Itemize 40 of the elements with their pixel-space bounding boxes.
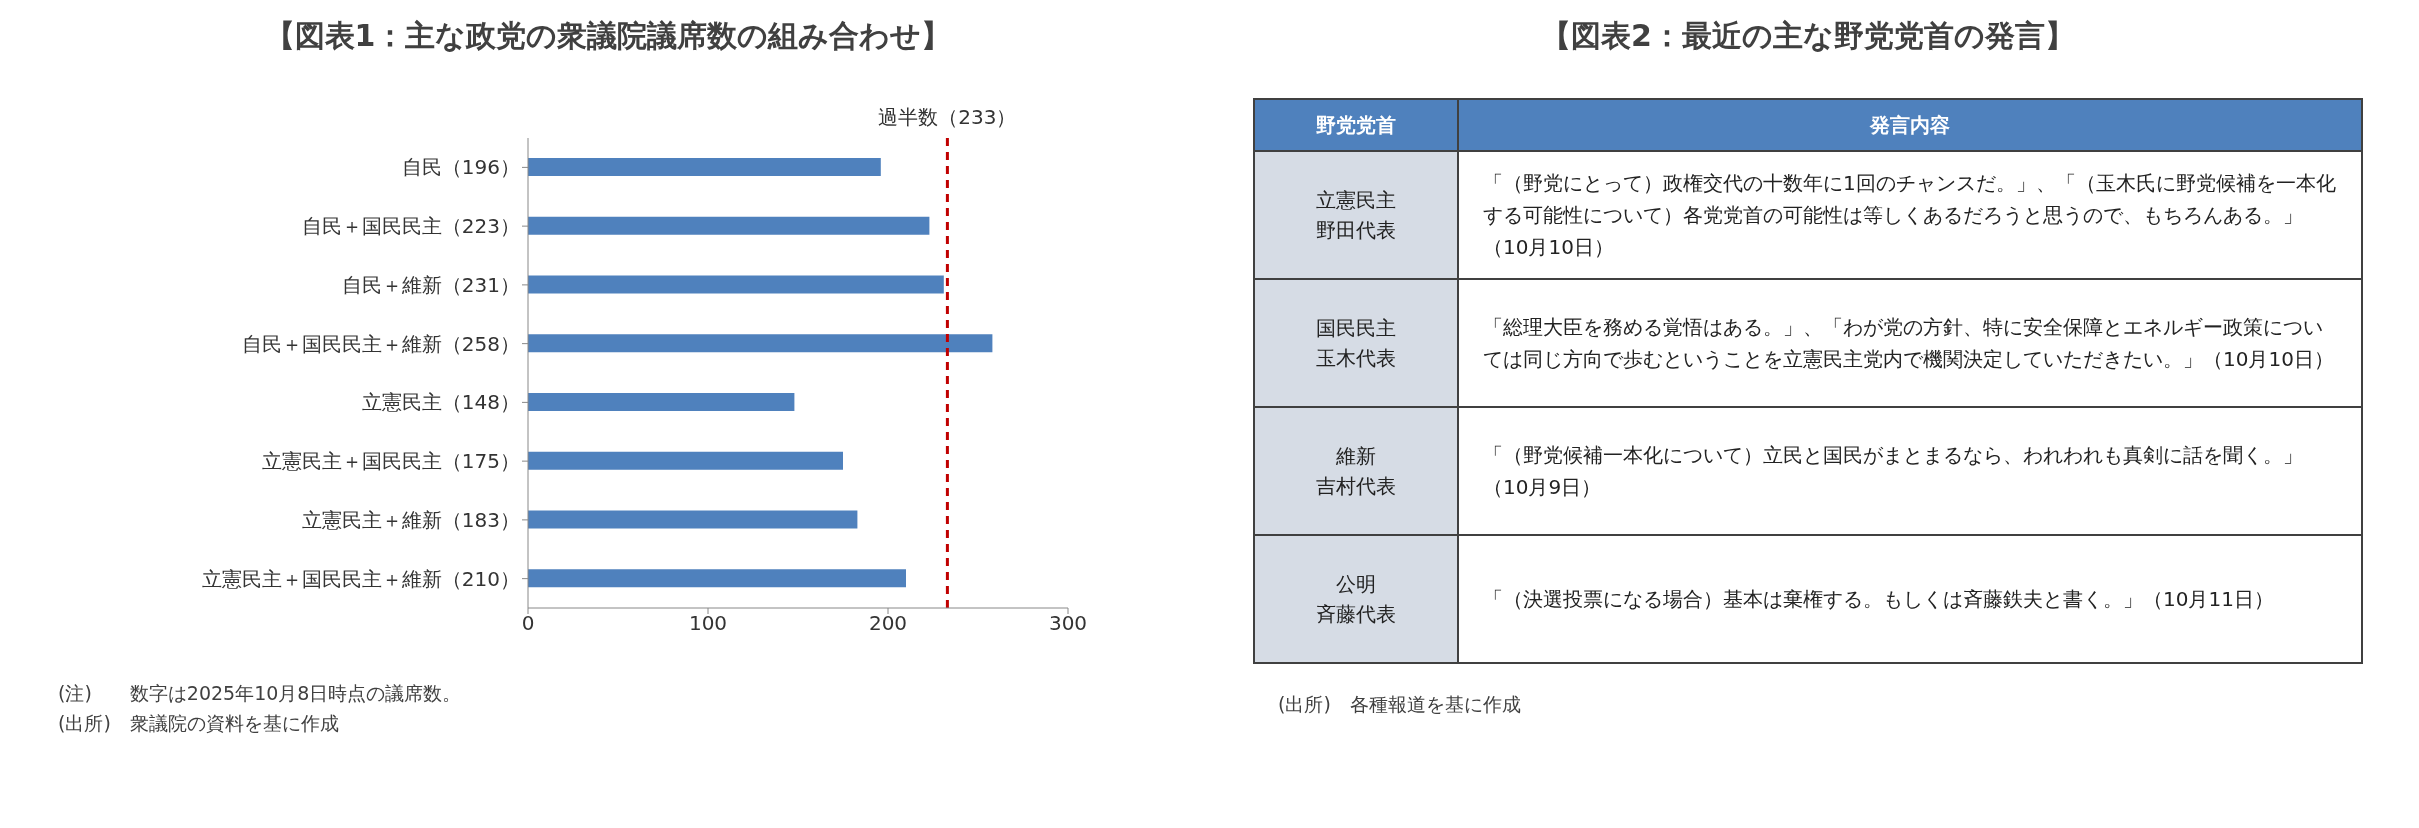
text: 「（野党候補一本化について）立民と国民がまとまるなら、われわれも真剣に話を聞く。」（10月9日） (1458, 407, 2362, 535)
category-label: 吉村代表 (1316, 474, 1396, 498)
x-tick-label: 0 (521, 611, 535, 636)
text: 「総理大臣を務める覚悟はある。」、「わが党の方針、特に安全保障とエネルギー政策については同じ方向で歩むということを立憲民主党内で機関決定していただきたい。」（10月10日） (1458, 279, 2362, 407)
bar (528, 393, 795, 411)
x-tick-label: 300 (1048, 611, 1088, 636)
bar (528, 334, 993, 353)
y-tick-label: 自民＋国民民主＋維新（258） (241, 331, 520, 356)
category-label: 斉藤代表 (1316, 602, 1396, 626)
y-tick-label: 立憲民主＋国民民主（175） (261, 449, 520, 474)
category-label: 立憲民主 (1316, 188, 1396, 212)
text: (注) 数字は2025年10月8日時点の議席数。 (58, 681, 463, 706)
bar (528, 216, 930, 235)
ref-line-label: 過半数（233） (878, 105, 1017, 129)
chart-title: 【図表1：主な政党の衆議院議席数の組み合わせ】 (263, 17, 953, 55)
bar (528, 158, 881, 176)
x-tick-label: 200 (868, 611, 908, 636)
text: 【図表2：最近の主な野党党首の発言】 (1540, 17, 2076, 55)
text: (出所) 衆議院の資料を基に作成 (58, 711, 340, 736)
bar (528, 451, 843, 470)
category-label: 国民民主 (1316, 316, 1396, 340)
y-tick-label: 立憲民主（148） (361, 390, 520, 415)
category-label: 野党党首 (1254, 99, 1458, 151)
category-label: 公明 (1336, 572, 1376, 596)
y-tick-label: 立憲民主＋国民民主＋維新（210） (201, 566, 520, 591)
y-tick-label: 自民＋維新（231） (341, 272, 520, 297)
bar (528, 569, 906, 588)
bar (528, 510, 858, 529)
y-tick-label: 立憲民主＋維新（183） (301, 507, 520, 532)
category-label: 玉木代表 (1316, 346, 1396, 370)
category-label: 野田代表 (1316, 218, 1396, 242)
text: 「（決選投票になる場合）基本は棄権する。もしくは斉藤鉄夫と書く。」（10月11日） (1458, 535, 2362, 663)
text: (出所) 各種報道を基に作成 (1278, 692, 1522, 717)
x-tick-label: 100 (688, 611, 728, 636)
category-label: 維新 (1336, 444, 1376, 468)
category-label: 発言内容 (1458, 99, 2362, 151)
bar (528, 275, 944, 294)
y-tick-label: 自民（196） (401, 155, 520, 180)
text: 「（野党にとって）政権交代の十数年に1回のチャンスだ。」、「（玉木氏に野党候補を一本化する可能性について）各党党首の可能性は等しくあるだろうと思うので、もちろんある。」（10月10日） (1458, 151, 2362, 279)
y-tick-label: 自民＋国民民主（223） (301, 214, 520, 239)
